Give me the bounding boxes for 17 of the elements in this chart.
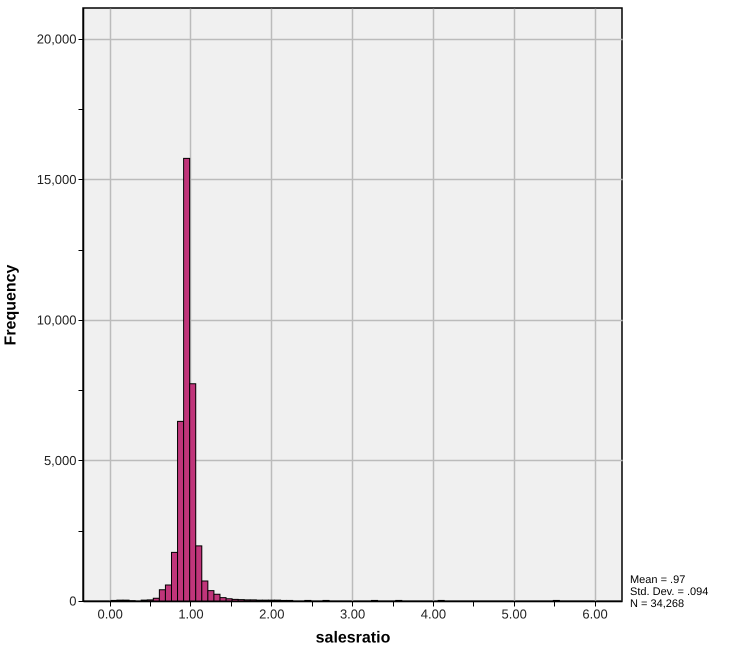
- y-axis-title: Frequency: [2, 264, 20, 346]
- y-tick-label: 15,000: [36, 172, 76, 187]
- x-tick-label: 2.00: [259, 606, 284, 622]
- x-tick-label: 5.00: [502, 606, 527, 622]
- y-tick-label: 0: [69, 594, 76, 608]
- x-tick-label: 3.00: [340, 606, 366, 622]
- text: N = 34,268: [630, 598, 686, 610]
- x-tick-label: 1.00: [178, 606, 204, 622]
- x-axis-title: salesratio: [316, 630, 391, 646]
- text: Mean = .97: [630, 574, 686, 586]
- text: Std. Dev. = .094: [630, 586, 708, 598]
- x-tick-label: 4.00: [420, 606, 446, 622]
- y-tick-label: 5,000: [44, 452, 76, 468]
- y-tick-label: 10,000: [36, 312, 76, 328]
- x-tick-label: 0.00: [98, 606, 123, 622]
- x-tick-label: 6.00: [582, 606, 608, 622]
- y-tick-label: 20,000: [36, 31, 76, 46]
